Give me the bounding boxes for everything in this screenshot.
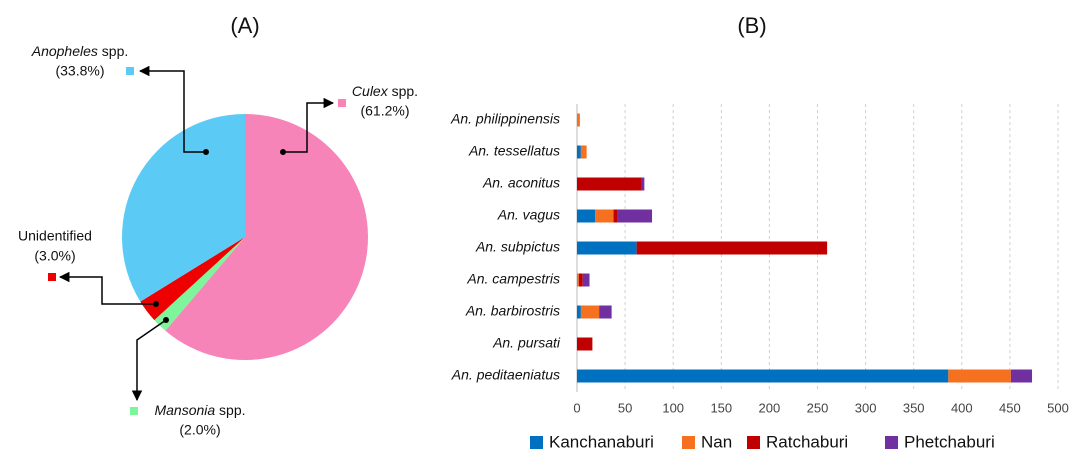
x-tick-label: 250	[807, 400, 829, 415]
x-tick-label: 150	[710, 400, 732, 415]
bar-segment	[577, 209, 596, 223]
callout-line	[58, 271, 156, 305]
callout-swatch	[338, 99, 346, 107]
slice-label: Anopheles spp.	[31, 43, 129, 59]
callout-dot	[153, 301, 159, 307]
bar-segment	[580, 145, 587, 159]
callout-swatch	[130, 407, 138, 415]
x-tick-label: 450	[999, 400, 1021, 415]
pie-slice	[140, 237, 245, 321]
pie-slice	[165, 114, 369, 360]
bar-segment	[577, 369, 949, 383]
callout-line	[138, 65, 206, 153]
slice-label: Culex spp.	[352, 83, 418, 99]
bar-segment	[1010, 369, 1033, 383]
bar-segment	[577, 305, 581, 319]
x-tick-label: 500	[1047, 400, 1069, 415]
callout-dot	[163, 317, 169, 323]
bar-segment	[613, 209, 618, 223]
callout-swatch	[48, 273, 56, 281]
callout-dot	[280, 149, 286, 155]
bar-segment	[577, 337, 593, 351]
x-tick-label: 50	[618, 400, 632, 415]
bar-segment	[577, 177, 642, 191]
legend-swatch	[530, 436, 543, 449]
callout-line	[283, 97, 335, 153]
legend-label: Nan	[701, 432, 732, 451]
y-tick-label: An. barbirostris	[465, 303, 560, 319]
x-tick-label: 100	[662, 400, 684, 415]
slice-value-label: (33.8%)	[55, 63, 104, 79]
pie-title: (A)	[230, 13, 259, 38]
bar-segment	[577, 145, 581, 159]
pie-slice	[122, 113, 245, 302]
y-tick-label: An. tessellatus	[468, 143, 560, 159]
y-tick-label: An. aconitus	[482, 175, 560, 191]
bar-segment	[582, 273, 590, 287]
x-tick-label: 200	[759, 400, 781, 415]
bar-segment	[578, 273, 583, 287]
callout-line	[131, 319, 167, 402]
pie-slice	[154, 237, 245, 331]
y-tick-label: An. philippinensis	[450, 111, 560, 127]
bar-segment	[599, 305, 612, 319]
bar-segment	[617, 209, 653, 223]
bar-segment	[577, 273, 579, 287]
y-tick-label: An. vagus	[497, 207, 560, 223]
x-tick-label: 0	[573, 400, 580, 415]
bar-segment	[580, 305, 600, 319]
legend-swatch	[885, 436, 898, 449]
slice-value-label: (61.2%)	[360, 103, 409, 119]
bar-segment	[577, 241, 637, 255]
callout-dot	[203, 149, 209, 155]
x-tick-label: 400	[951, 400, 973, 415]
x-tick-label: 350	[903, 400, 925, 415]
slice-label: Mansonia spp.	[154, 402, 245, 418]
callout-swatch	[126, 67, 134, 75]
x-tick-label: 300	[855, 400, 877, 415]
slice-label: Unidentified	[18, 228, 92, 244]
bar-segment	[948, 369, 1011, 383]
legend-label: Ratchaburi	[766, 432, 848, 451]
slice-value-label: (2.0%)	[179, 422, 220, 438]
y-tick-label: An. peditaeniatus	[451, 367, 560, 383]
bar-title: (B)	[737, 13, 766, 38]
legend-label: Kanchanaburi	[549, 432, 654, 451]
legend-label: Phetchaburi	[904, 432, 995, 451]
y-tick-label: An. campestris	[466, 271, 560, 287]
bar-segment	[641, 177, 645, 191]
bar-segment	[636, 241, 828, 255]
slice-value-label: (3.0%)	[34, 248, 75, 264]
bar-segment	[595, 209, 614, 223]
y-tick-label: An. subpictus	[475, 239, 560, 255]
legend-swatch	[682, 436, 695, 449]
legend-swatch	[747, 436, 760, 449]
y-tick-label: An. pursati	[492, 335, 561, 351]
bar-segment	[577, 113, 580, 127]
